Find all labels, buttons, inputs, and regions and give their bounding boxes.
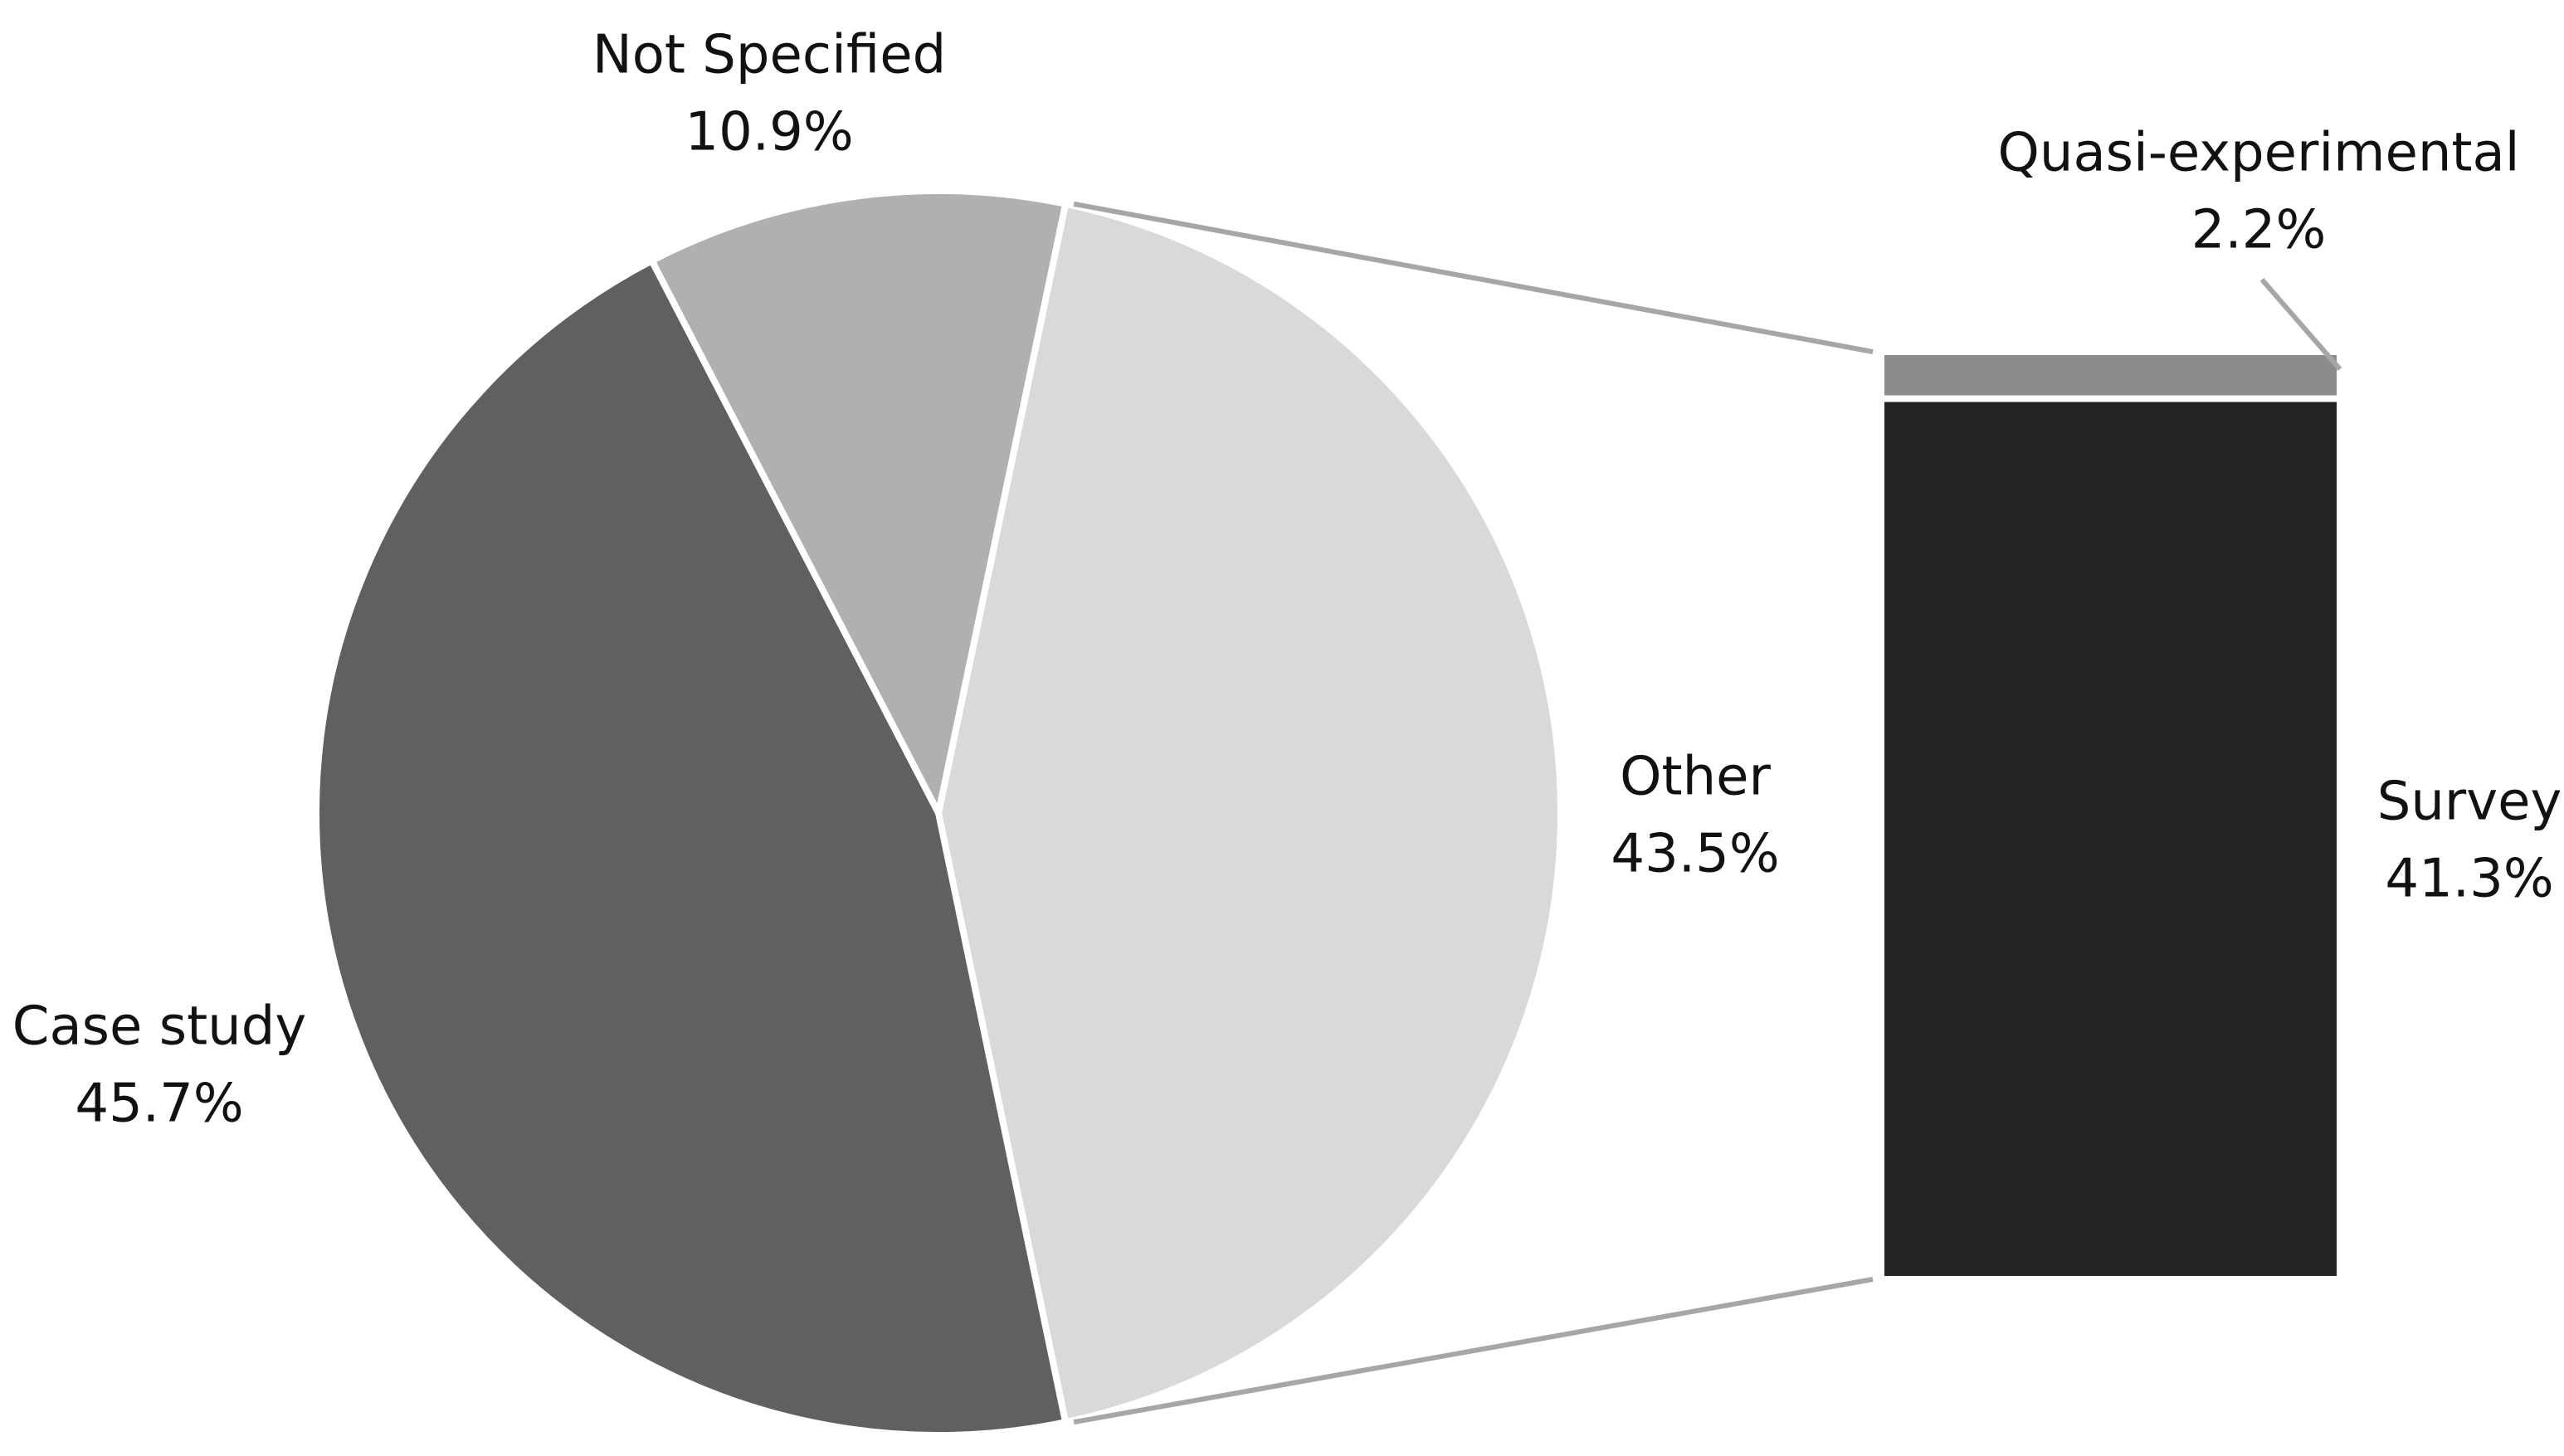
pie-slice (647, 187, 1070, 823)
connector-line (1073, 1277, 1874, 1425)
bar-segment (1878, 348, 2343, 402)
bar-value: 41.3% (2385, 849, 2553, 910)
slice-value: 45.7% (75, 1074, 243, 1135)
bar-segment (1878, 395, 2343, 1283)
bar-label: Survey (2377, 772, 2562, 833)
slice-value: 43.5% (1611, 824, 1779, 885)
bar-value: 2.2% (2191, 200, 2327, 261)
pie-slice (934, 200, 1564, 1426)
slice-label: Other (1620, 747, 1771, 808)
slice-label: Not Specified (592, 25, 946, 86)
slice-value: 10.9% (685, 102, 853, 163)
leader-line (2259, 278, 2342, 371)
connector-line (1073, 201, 1874, 354)
bar-label: Quasi-experimental (1998, 123, 2520, 184)
pie-slice (313, 256, 1070, 1439)
slice-label: Case study (12, 996, 306, 1058)
